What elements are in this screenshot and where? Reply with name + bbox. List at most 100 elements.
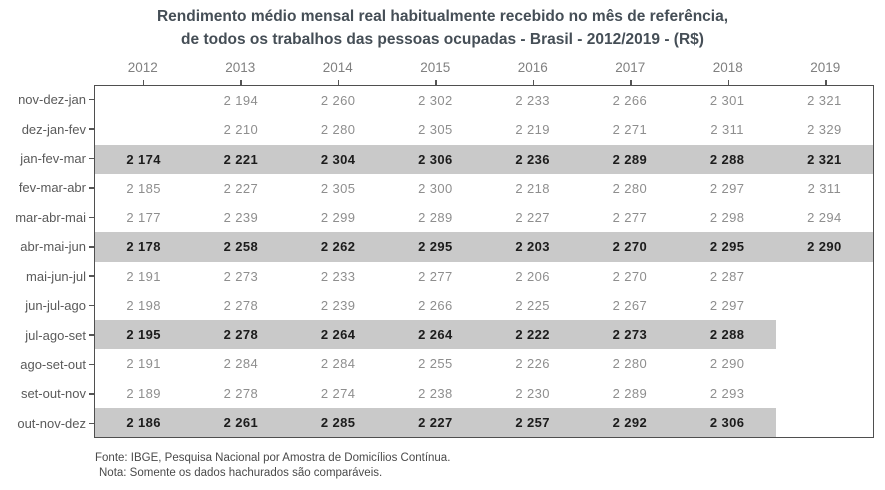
value-cell: 2 288 [709, 327, 745, 343]
row-tick-mark [89, 128, 94, 130]
value-cell: 2 321 [807, 151, 842, 167]
row-label-cell: ago-set-out [0, 350, 94, 379]
value-cell: 2 280 [320, 122, 356, 138]
value-cell: 2 289 [612, 151, 648, 167]
value-cell: 2 305 [418, 122, 453, 138]
row-label-cell: out-nov-dez [0, 409, 94, 438]
table-row: 2 174 2 221 2 304 2 306 2 236 2 289 2 288 2 321 [95, 144, 873, 174]
value-cell: 2 295 [418, 239, 453, 255]
row-tick-mark [89, 363, 94, 366]
highlight-band [95, 144, 873, 174]
value-cell: 2 273 [612, 327, 648, 343]
value-cell: 2 194 [223, 93, 259, 109]
value-cell: 2 285 [320, 414, 356, 430]
row-label-cell: jul-ago-set [0, 320, 94, 349]
row-label: mai-jun-jul [26, 268, 86, 284]
value-cell: 2 203 [515, 239, 550, 255]
value-cell: 2 278 [223, 327, 259, 343]
table-row: 2 191 2 284 2 284 2 255 2 226 2 280 2 290 [95, 349, 873, 378]
row-label: mar-abr-mai [15, 209, 86, 225]
year-label: 2017 [582, 60, 680, 85]
row-label: jan-fev-mar [20, 151, 86, 167]
year-label: 2012 [94, 60, 192, 85]
row-tick-mark [89, 98, 94, 101]
year-label: 2015 [387, 60, 485, 85]
value-cell: 2 298 [709, 210, 745, 226]
value-cell: 2 266 [418, 297, 453, 313]
value-cell: 2 289 [418, 210, 453, 226]
value-cell: 2 264 [418, 327, 453, 343]
value-cell: 2 277 [612, 210, 648, 226]
table-row: 2 194 2 260 2 302 2 233 2 266 2 301 2 321 [95, 86, 873, 115]
year-tick-mark [825, 80, 827, 85]
year-tick-mark [532, 80, 535, 85]
footer: Fonte: IBGE, Pesquisa Nacional por Amost… [95, 451, 450, 480]
table-row: 2 191 2 273 2 233 2 277 2 206 2 270 2 287 [95, 262, 873, 291]
table-row: 2 186 2 261 2 285 2 227 2 257 2 292 2 306 [95, 407, 873, 437]
value-cell: 2 174 [126, 151, 161, 167]
row-label: jul-ago-set [25, 327, 86, 343]
year-label: 2019 [777, 60, 875, 85]
value-cell: 2 311 [807, 180, 842, 196]
value-cell: 2 191 [126, 356, 161, 372]
value-cell: 2 191 [126, 268, 161, 284]
value-cell: 2 178 [126, 239, 161, 255]
value-cell: 2 177 [126, 210, 161, 226]
row-label-cell: jun-jul-ago [0, 291, 94, 320]
value-cell: 2 321 [807, 93, 842, 109]
value-cell: 2 306 [709, 414, 745, 430]
value-cell: 2 221 [223, 151, 259, 167]
row-tick-mark [89, 246, 94, 248]
value-cell: 2 297 [709, 180, 745, 196]
highlight-band [95, 232, 873, 262]
value-cell: 2 264 [320, 327, 356, 343]
row-label-cell: dez-jan-fev [0, 114, 94, 143]
value-cell: 2 290 [709, 356, 745, 372]
value-cell: 2 280 [612, 356, 648, 372]
value-cell: 2 257 [515, 414, 550, 430]
year-tick-mark [240, 80, 242, 85]
table-row: 2 185 2 227 2 305 2 300 2 218 2 280 2 297 2 311 [95, 174, 873, 203]
value-cell: 2 305 [320, 180, 356, 196]
chart-title-line2: de todos os trabalhos das pessoas ocupad… [181, 31, 704, 48]
chart-title: Rendimento médio mensal real habitualmen… [0, 5, 885, 51]
table-row: 2 210 2 280 2 305 2 219 2 271 2 311 2 329 [95, 115, 873, 144]
value-cell: 2 230 [515, 385, 550, 401]
year-label: 2014 [289, 60, 387, 85]
year-tick-mark [630, 80, 632, 85]
value-cell: 2 233 [320, 268, 356, 284]
value-cell: 2 284 [320, 356, 356, 372]
row-label-cell: nov-dez-jan [0, 85, 94, 114]
table-row: 2 195 2 278 2 264 2 264 2 222 2 273 2 288 [95, 320, 873, 350]
value-cell: 2 210 [223, 122, 259, 138]
value-cell: 2 260 [320, 93, 356, 109]
year-axis: 2012 2013 2014 2015 2016 2017 2018 2019 [94, 60, 874, 85]
value-cell: 2 219 [515, 122, 550, 138]
value-cell: 2 195 [126, 327, 161, 343]
table-row: 2 177 2 239 2 299 2 289 2 227 2 277 2 298 2 294 [95, 203, 873, 232]
value-cell: 2 292 [612, 414, 648, 430]
value-cell: 2 306 [418, 151, 453, 167]
row-label-cell: jan-fev-mar [0, 144, 94, 173]
value-cell: 2 270 [612, 239, 648, 255]
plot-area: 2 194 2 260 2 302 2 233 2 266 2 301 2 321 2 210… [94, 85, 874, 438]
row-label: dez-jan-fev [21, 121, 86, 137]
value-cell: 2 274 [320, 385, 356, 401]
row-tick-mark [89, 334, 94, 336]
value-cell: 2 295 [709, 239, 745, 255]
value-cell: 2 261 [223, 414, 259, 430]
row-label: abr-mai-jun [20, 239, 86, 255]
table-row: 2 189 2 278 2 274 2 238 2 230 2 289 2 293 [95, 379, 873, 408]
value-cell: 2 299 [320, 210, 356, 226]
footer-note: Nota: Somente os dados hachurados são co… [99, 466, 383, 479]
row-label: out-nov-dez [17, 415, 86, 431]
row-label-cell: mai-jun-jul [0, 262, 94, 291]
row-label: fev-mar-abr [18, 180, 86, 196]
year-tick-mark [142, 80, 145, 85]
table-row: 2 198 2 278 2 239 2 266 2 225 2 267 2 297 [95, 291, 873, 320]
value-cell: 2 278 [223, 385, 259, 401]
value-cell: 2 278 [223, 297, 259, 313]
value-cell: 2 304 [320, 151, 356, 167]
value-cell: 2 273 [223, 268, 259, 284]
value-cell: 2 271 [612, 122, 648, 138]
